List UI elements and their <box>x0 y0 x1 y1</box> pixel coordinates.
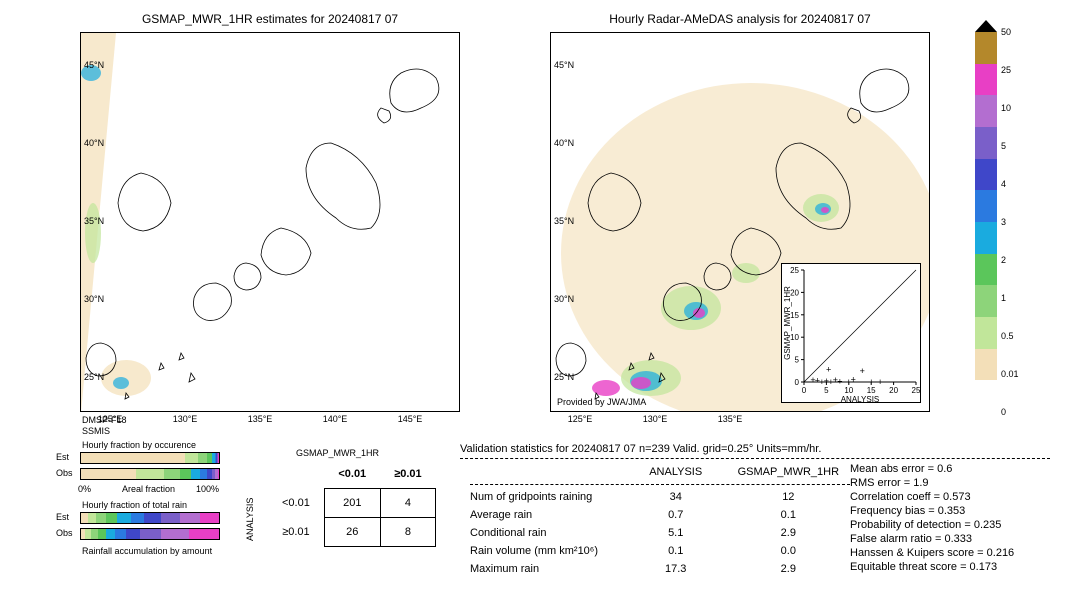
est2: Est <box>56 512 69 522</box>
stats-table: ANALYSISGSMAP_MWR_1HRNum of gridpoints r… <box>460 462 860 579</box>
dash1 <box>460 458 1050 459</box>
occ-title: Hourly fraction by occurence <box>82 440 196 450</box>
svg-text:5: 5 <box>795 356 800 365</box>
obs1: Obs <box>56 468 73 478</box>
colorbar: 502510543210.50.010 <box>975 32 997 412</box>
provider-label: Provided by JWA/JMA <box>557 397 646 407</box>
left-footer1: DMSP-F18 <box>82 415 127 425</box>
val-header: Validation statistics for 20240817 07 n=… <box>460 443 821 455</box>
tot-title: Hourly fraction of total rain <box>82 500 187 510</box>
ax100: 100% <box>196 484 219 494</box>
cont-lt2: <0.01 <box>268 489 324 518</box>
cont-ge2: ≥0.01 <box>268 518 324 547</box>
svg-text:0: 0 <box>802 386 807 395</box>
c10: 26 <box>324 518 380 547</box>
occ-est-bar <box>80 452 220 464</box>
contingency-table: <0.01≥0.01 <0.012014 ≥0.01268 <box>268 460 436 547</box>
svg-text:+: + <box>851 374 856 384</box>
tot-obs-bar <box>80 528 220 540</box>
cont-lt: <0.01 <box>324 460 380 489</box>
tot-est-bar <box>80 512 220 524</box>
svg-text:20: 20 <box>889 386 898 395</box>
stats-right: Mean abs error = 0.6RMS error = 1.9Corre… <box>850 462 1014 574</box>
c00: 201 <box>324 489 380 518</box>
svg-text:15: 15 <box>867 386 876 395</box>
svg-text:ANALYSIS: ANALYSIS <box>841 395 880 404</box>
est1: Est <box>56 452 69 462</box>
svg-text:25: 25 <box>790 266 799 275</box>
svg-text:10: 10 <box>844 386 853 395</box>
acc-title: Rainfall accumulation by amount <box>82 546 212 556</box>
occ-obs-bar <box>80 468 220 480</box>
svg-text:+: + <box>878 377 883 387</box>
axmid: Areal fraction <box>122 484 175 494</box>
obs2: Obs <box>56 528 73 538</box>
svg-text:25: 25 <box>912 386 921 395</box>
left-footer2: SSMIS <box>82 426 110 436</box>
right-map-title: Hourly Radar-AMeDAS analysis for 2024081… <box>550 12 930 26</box>
left-map-title: GSMAP_MWR_1HR estimates for 20240817 07 <box>80 12 460 26</box>
right-map: Provided by JWA/JMA 00551010151520202525… <box>550 32 930 412</box>
svg-text:GSMAP_MWR_1HR: GSMAP_MWR_1HR <box>783 286 792 360</box>
cont-col: GSMAP_MWR_1HR <box>296 448 379 458</box>
cont-ge: ≥0.01 <box>380 460 435 489</box>
cont-row: ANALYSIS <box>245 498 255 541</box>
svg-text:5: 5 <box>824 386 829 395</box>
svg-text:+: + <box>869 377 874 387</box>
scatter-plot: 00551010151520202525+++++++++++++ANALYSI… <box>781 263 921 403</box>
svg-text:+: + <box>826 364 831 374</box>
svg-text:0: 0 <box>795 378 800 387</box>
ax0: 0% <box>78 484 91 494</box>
svg-text:+: + <box>860 366 865 376</box>
c11: 8 <box>380 518 435 547</box>
left-map <box>80 32 460 412</box>
svg-text:+: + <box>837 377 842 387</box>
c01: 4 <box>380 489 435 518</box>
